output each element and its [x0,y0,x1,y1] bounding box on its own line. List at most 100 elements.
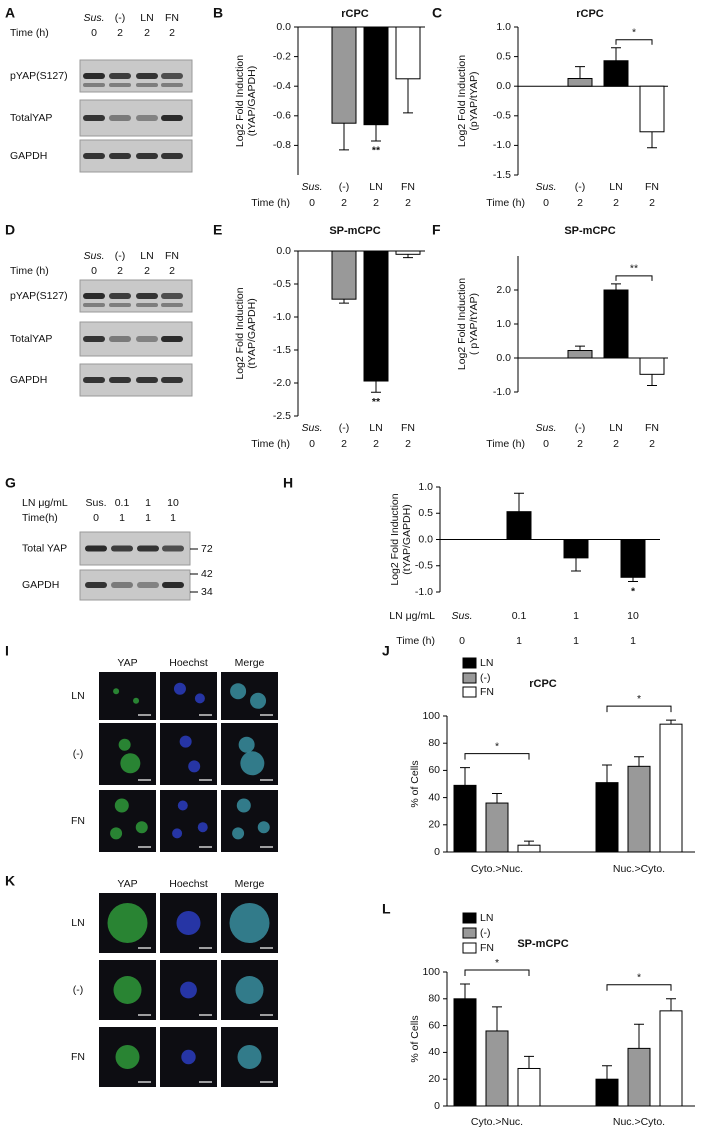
blot-band [162,582,184,588]
significance-bracket [464,753,530,760]
blot-band [161,153,183,159]
y-tick-label: 0.0 [418,533,433,545]
lane-label: 0 [91,265,97,277]
error-bar [492,793,502,804]
error-bar [524,840,534,846]
panel-letter: D [5,222,15,238]
bar [639,85,665,133]
category-row-value: 0 [309,438,315,450]
y-tick-label: -0.5 [273,278,291,290]
band-label: GAPDH [10,374,47,386]
blot-band [136,153,158,159]
cell [232,827,245,840]
cell [240,751,265,776]
significance-bracket [615,39,653,45]
y-axis-label: Log2 Fold Induction [389,493,401,585]
blot-row-label: LN μg/mL [22,497,68,509]
blot-band [161,83,183,87]
lane-label: 0 [93,512,99,524]
y-tick-label: -1.0 [415,586,433,598]
micrograph [160,790,217,852]
chart-title: SP-mCPC [517,938,568,950]
bar [659,723,683,853]
micrograph [221,672,278,720]
lane-label: LN [140,12,153,24]
y-tick-label: 20 [428,1073,440,1085]
micrograph-row-label: LN [71,690,84,702]
y-axis-label: ( pYAP/tYAP) [468,293,480,355]
cell [235,976,264,1004]
bar [363,250,389,382]
category-row-label: Time (h) [396,635,435,647]
cell [181,1049,196,1065]
blot-band [109,73,131,79]
blot-band [85,545,107,552]
blot-band [109,336,131,342]
lane-label: 2 [144,27,150,39]
legend-swatch [462,942,477,954]
x-tick-label: (-) [339,181,350,193]
y-tick-label: 0.5 [496,50,511,62]
y-tick-label: 40 [428,791,440,803]
error-bar [647,131,657,149]
error-bar [460,983,470,999]
blot-band [109,377,131,383]
micrograph-row-label: (-) [73,748,84,760]
lane-label: Sus. [85,497,106,509]
blot-band [111,545,133,552]
x-tick-label: LN [369,422,382,434]
lane-label: 0 [91,27,97,39]
y-axis-label: % of Cells [409,1015,421,1062]
blot-band [137,582,159,588]
x-tick-label: LN [609,181,622,193]
category-row-value: 2 [649,438,655,450]
significance-label: * [631,585,636,597]
y-tick-label: 100 [422,966,440,978]
error-bar [611,283,621,290]
bar [331,250,357,300]
category-row-value: 2 [373,197,379,209]
legend-label: (-) [480,927,491,939]
error-bar [371,381,381,393]
legend-swatch [462,912,477,924]
error-bar [647,374,657,387]
blot-band [161,303,183,307]
chart-title: SP-mCPC [564,225,615,237]
category-row-label: Time (h) [251,438,290,450]
y-tick-label: -1.0 [493,139,511,151]
cell [176,911,201,935]
bar [603,289,629,359]
panel-letter: H [283,475,293,491]
micrograph-column-label: Merge [235,878,265,890]
y-tick-label: -0.4 [273,80,291,92]
band-label: GAPDH [22,579,59,591]
blot-band [161,377,183,383]
x-tick-label: Cyto.>Nuc. [471,1116,523,1128]
x-tick-label: Sus. [535,181,556,193]
significance-label: * [637,693,641,705]
y-tick-label: 0.0 [496,352,511,364]
lane-label: Sus. [83,250,104,262]
panel-letter: I [5,643,9,659]
cell [173,682,186,695]
lane-label: 0.1 [115,497,130,509]
error-bar [602,764,612,783]
legend-swatch [462,686,477,698]
x-tick-label: (-) [575,181,586,193]
cell [194,693,205,704]
significance-label: * [495,740,499,752]
bar [567,350,593,359]
significance-bracket [606,984,672,991]
category-row-label: LN μg/mL [389,610,435,622]
blot-row-label: Time (h) [10,27,49,39]
cell [135,821,148,834]
significance-bracket [615,275,653,281]
cell [250,692,267,709]
y-tick-label: 80 [428,737,440,749]
blot-band [83,303,105,307]
category-row-value: 2 [613,438,619,450]
cell [237,1045,262,1069]
significance-label: * [637,972,641,984]
y-axis-label: (pYAP/tYAP) [468,71,480,130]
panel-letter: E [213,222,222,238]
